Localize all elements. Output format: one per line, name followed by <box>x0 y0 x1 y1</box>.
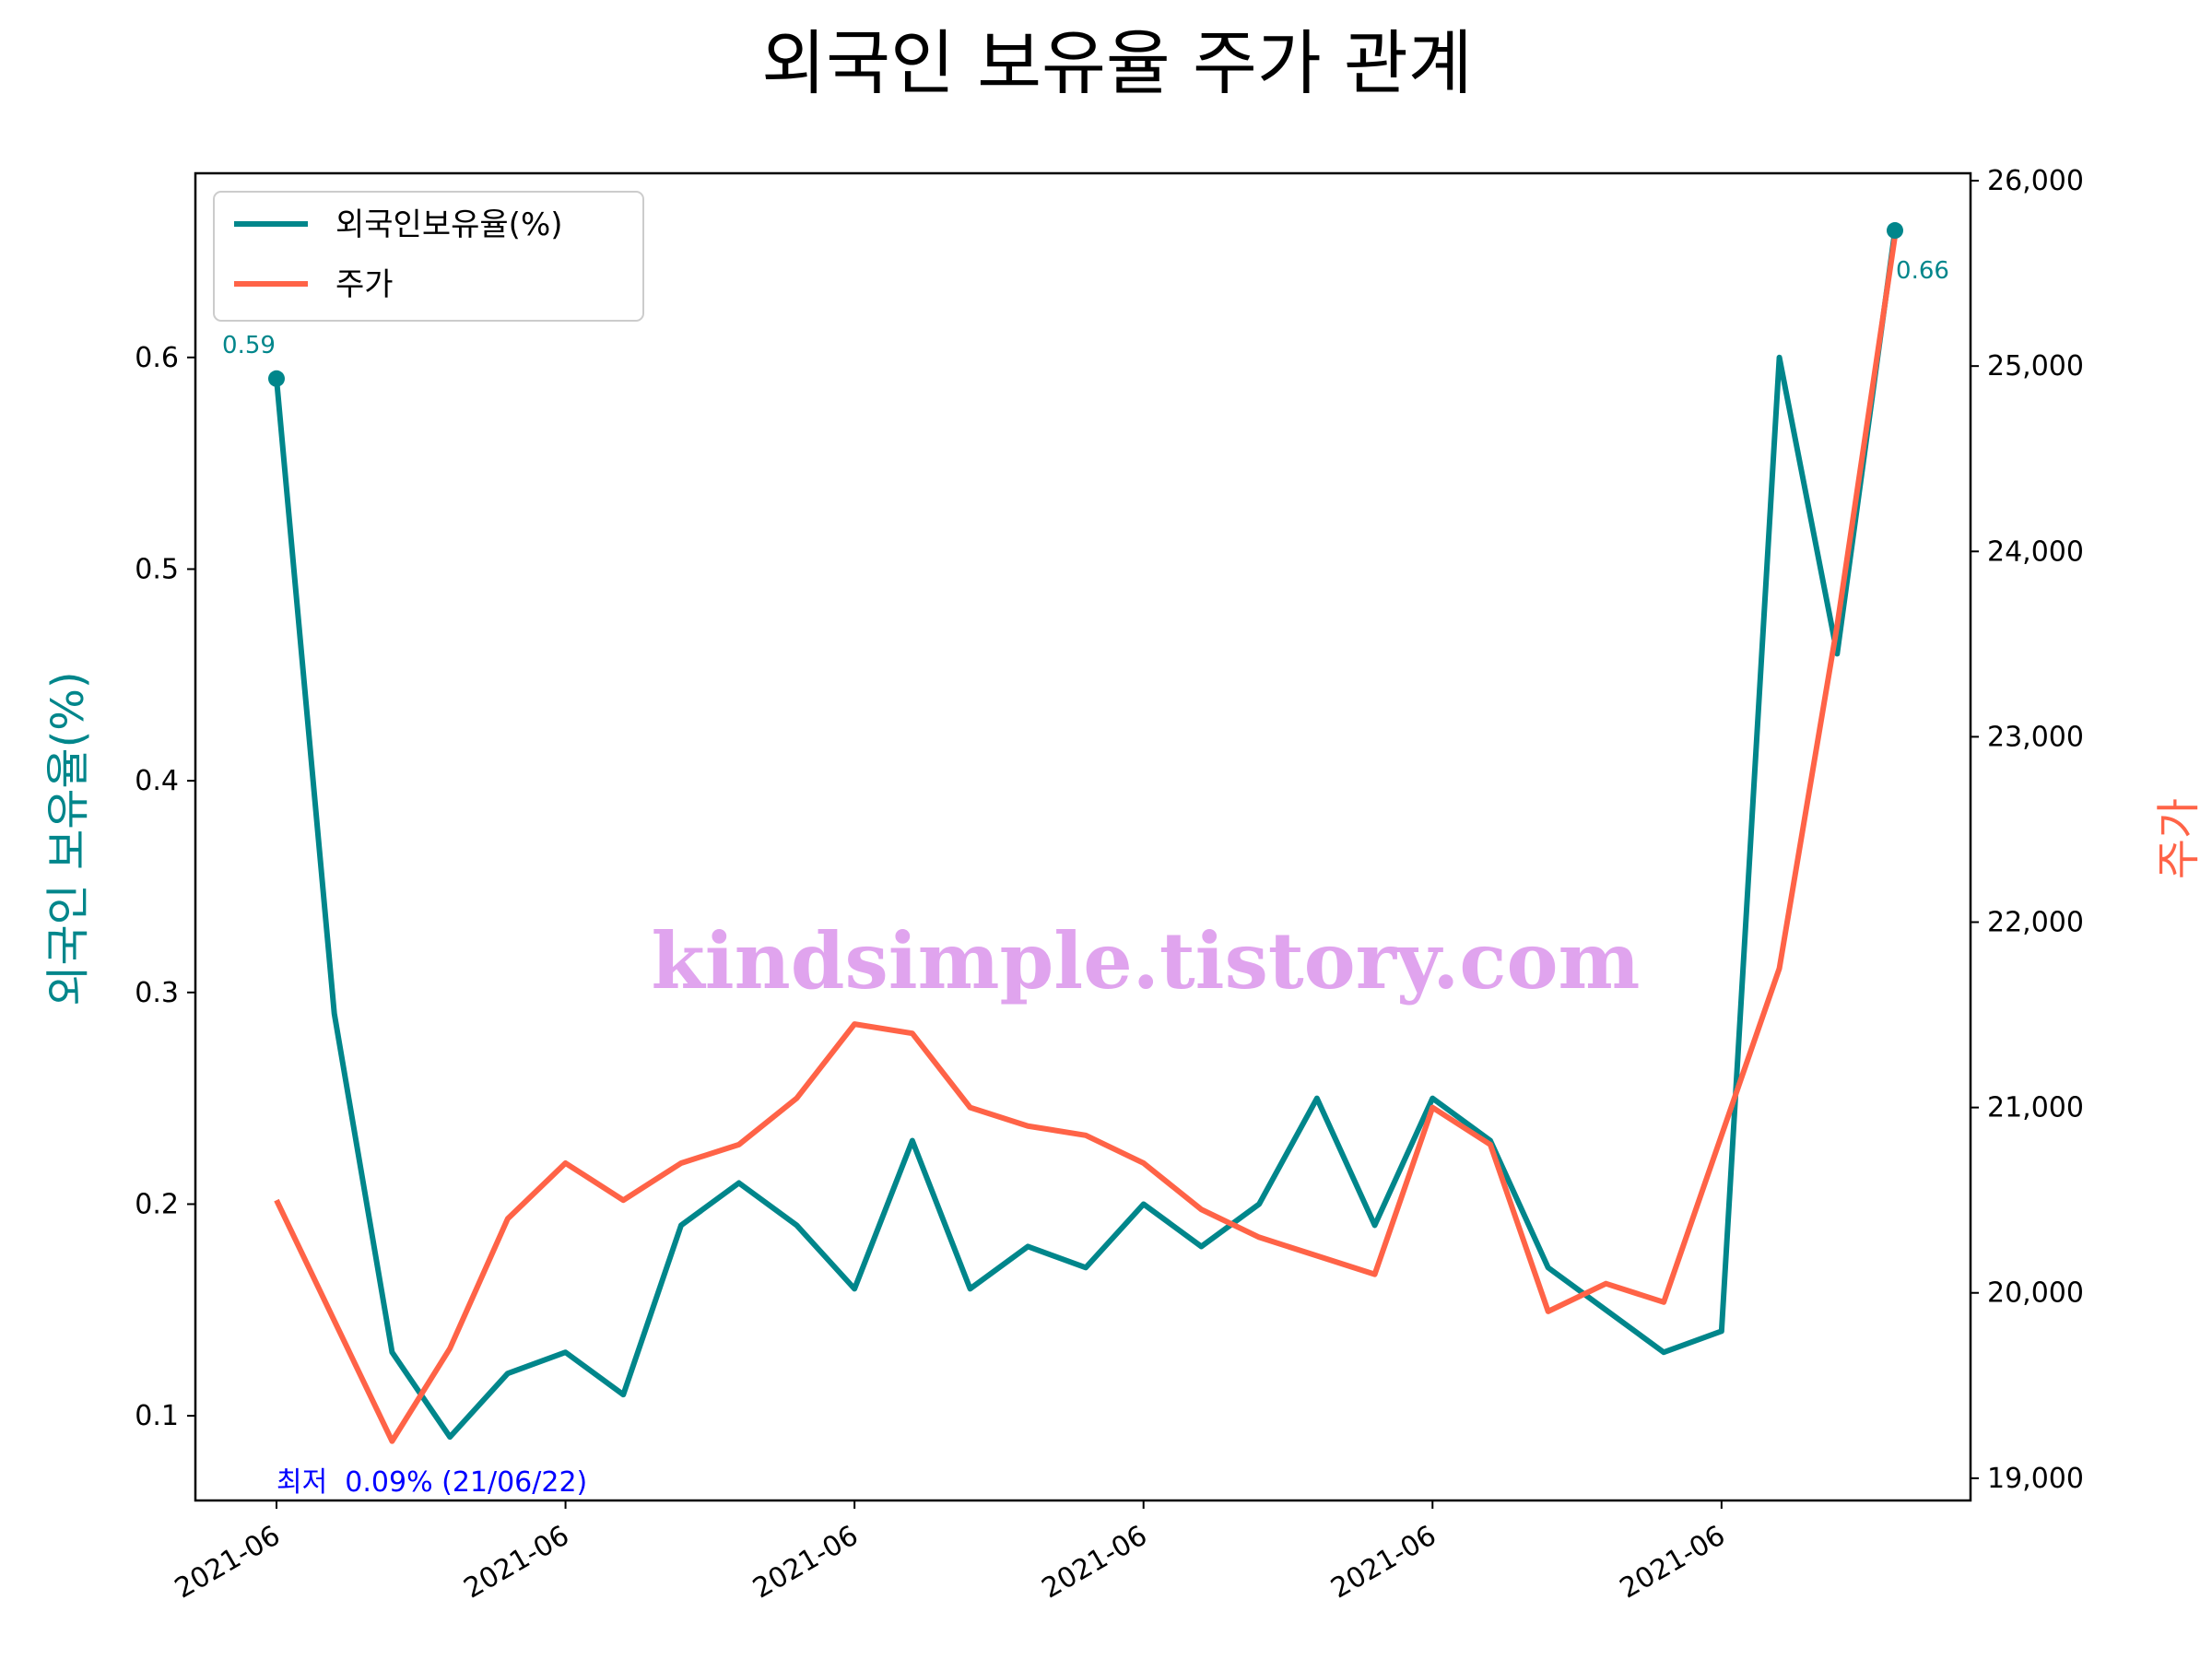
y-axis-left-label: 외국인 보유율(%) <box>42 671 94 1006</box>
y-axis-right-label: 주가 <box>2153 798 2205 879</box>
y-right-tick-label: 25,000 <box>1987 350 2084 382</box>
y-right-tick-label: 19,000 <box>1987 1463 2084 1495</box>
legend: 외국인보유율(%) 주가 <box>213 191 644 322</box>
legend-box <box>213 191 644 322</box>
watermark-text: kindsimple.tistory.com <box>652 915 1641 1006</box>
first-point-label: 0.59 <box>222 332 276 359</box>
series-layer: 0.59 0.66 최저 0.09% (21/06/22) <box>222 222 1949 1499</box>
y-right-tick-label: 20,000 <box>1987 1277 2084 1310</box>
y-left-tick-label: 0.1 <box>135 1400 179 1432</box>
chart-title: 외국인 보유율 주가 관계 <box>761 22 1473 104</box>
y-right-tick-label: 21,000 <box>1987 1092 2084 1124</box>
y-left-tick-label: 0.3 <box>135 977 179 1009</box>
last-point-marker <box>1887 222 1903 240</box>
y-right-tick-label: 23,000 <box>1987 721 2084 753</box>
y-right-tick-label: 24,000 <box>1987 535 2084 568</box>
y-left-tick-label: 0.6 <box>135 342 179 374</box>
legend-label-ownership: 외국인보유율(%) <box>335 206 563 243</box>
y-left-tick-label: 0.2 <box>135 1188 179 1220</box>
watermark-layer: kindsimple.tistory.com <box>652 915 1641 1006</box>
series-line-ownership <box>274 229 1898 1441</box>
y-right-tick-label: 26,000 <box>1987 165 2084 197</box>
series-line-price <box>274 235 1898 1444</box>
y-left-tick-label: 0.4 <box>135 765 179 797</box>
y-right-tick-label: 22,000 <box>1987 907 2084 939</box>
last-point-label: 0.66 <box>1896 257 1949 285</box>
min-point-label: 최저 0.09% (21/06/22) <box>276 1466 587 1499</box>
first-point-marker <box>268 370 285 387</box>
legend-label-price: 주가 <box>335 266 394 303</box>
plot-frame <box>194 171 1972 1502</box>
y-left-tick-label: 0.5 <box>135 553 179 585</box>
